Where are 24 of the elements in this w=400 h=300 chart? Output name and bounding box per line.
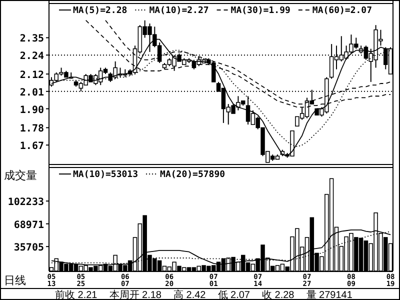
text: 低 2.07	[218, 290, 250, 300]
text: 收 2.28	[262, 290, 295, 300]
y-axis-title: 成交量	[4, 169, 37, 182]
text: 高 2.42	[174, 289, 206, 300]
text: 量 279141	[306, 290, 353, 300]
y-tick-label: 68971	[14, 220, 44, 231]
y-tick-label: 2.01	[20, 87, 44, 98]
y-tick-label: 1.78	[20, 124, 44, 135]
legend-label: MA(10)=53013	[73, 170, 138, 180]
y-tick-label: 35705	[14, 242, 44, 254]
y-tick-label: 1.67	[20, 141, 44, 152]
legend-label: MA(20)=57890	[160, 170, 226, 180]
legend-label: MA(60)=2.07	[312, 6, 372, 16]
text: 前收 2.21	[55, 289, 98, 300]
y-tick-label: 2.24	[20, 51, 44, 62]
legend-label: MA(30)=1.99	[230, 6, 290, 16]
y-tick-label: 102233	[8, 197, 44, 208]
x-axis-title: 日线	[4, 274, 26, 287]
legend-label: MA(10)=2.27	[149, 6, 209, 16]
y-tick-label: 2.12	[20, 70, 44, 82]
y-tick-label: 1.90	[20, 104, 44, 116]
legend-label: MA(5)=2.28	[73, 6, 128, 16]
y-tick-label: 2.35	[20, 34, 44, 45]
text: 本周开 2.18	[109, 289, 162, 300]
